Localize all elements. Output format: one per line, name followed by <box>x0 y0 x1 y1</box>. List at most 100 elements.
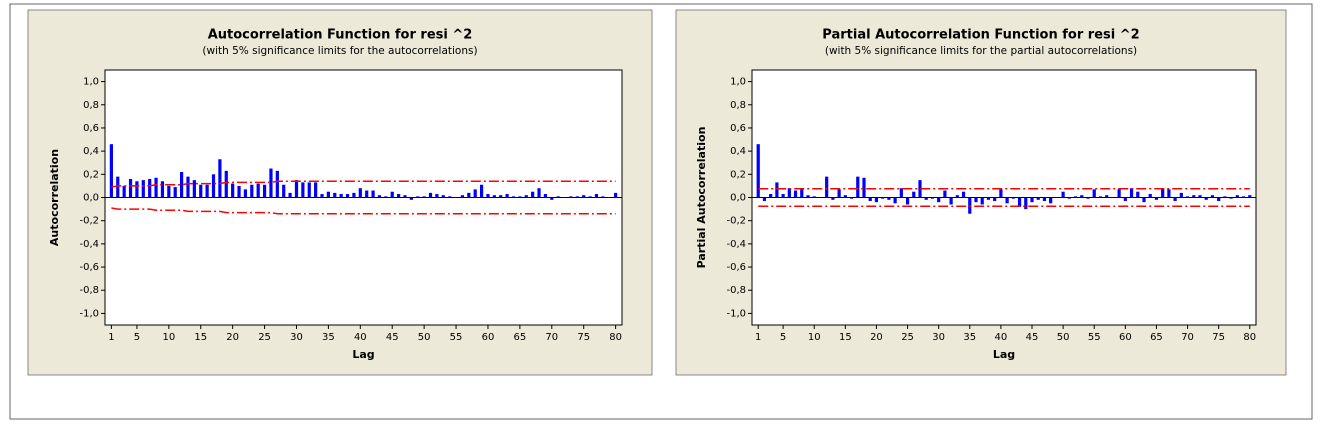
bar <box>179 172 184 198</box>
bar <box>1024 197 1028 210</box>
bar <box>454 197 458 198</box>
bar <box>511 196 516 198</box>
bar <box>154 177 158 198</box>
bar <box>294 180 299 198</box>
bar <box>199 184 203 198</box>
bar <box>588 196 592 198</box>
bar <box>403 195 407 198</box>
bar <box>243 189 248 198</box>
bar <box>397 194 401 198</box>
x-axis-label: Lag <box>352 348 374 361</box>
bar <box>1067 197 1071 199</box>
bar <box>1229 197 1233 199</box>
bar <box>339 194 343 198</box>
bar <box>849 197 854 199</box>
bar <box>569 196 573 198</box>
significance-limit <box>111 180 616 188</box>
bar <box>250 184 254 198</box>
bar <box>993 197 997 201</box>
y-tick-label: 0,2 <box>83 169 99 180</box>
y-tick-label: 0,4 <box>730 146 746 157</box>
x-tick-label: 25 <box>901 332 914 343</box>
bar <box>1049 197 1053 204</box>
x-tick-label: 10 <box>808 332 821 343</box>
bar <box>205 184 209 198</box>
bar <box>1248 195 1252 198</box>
bar <box>543 194 548 198</box>
bar <box>781 194 785 198</box>
y-tick-label: 0,8 <box>730 100 746 111</box>
bar <box>800 188 804 198</box>
bar <box>601 196 605 198</box>
bar <box>1011 197 1015 199</box>
bar <box>333 192 337 198</box>
bar <box>1061 191 1065 198</box>
x-tick-label: 30 <box>932 332 945 343</box>
x-tick-label: 60 <box>1119 332 1132 343</box>
bar <box>986 197 991 200</box>
y-tick-label: 1,0 <box>83 77 99 88</box>
bar <box>818 197 823 198</box>
bar <box>173 187 177 198</box>
chart-subtitle: (with 5% significance limits for the aut… <box>202 45 477 57</box>
bar <box>1136 191 1140 198</box>
bar <box>505 194 509 198</box>
bar <box>448 196 452 198</box>
y-tick-label: 0,8 <box>83 100 99 111</box>
bar <box>1161 188 1165 198</box>
bar <box>1142 197 1146 203</box>
bar <box>787 188 791 198</box>
y-tick-label: -0,4 <box>79 239 99 250</box>
y-tick-label: 0,6 <box>83 123 99 134</box>
bar <box>1036 197 1040 200</box>
x-tick-label: 1 <box>108 332 114 343</box>
bar <box>345 194 350 198</box>
bar <box>1154 197 1159 200</box>
bar <box>422 196 426 198</box>
bar <box>1042 197 1047 201</box>
bar <box>1030 197 1034 203</box>
bar <box>812 196 816 198</box>
y-tick-label: -0,2 <box>726 216 746 227</box>
bar <box>499 195 503 198</box>
x-tick-label: 40 <box>354 332 367 343</box>
bar <box>358 188 362 198</box>
bar <box>148 178 152 198</box>
bar <box>806 195 810 198</box>
bar <box>256 183 260 198</box>
bar <box>1223 196 1227 198</box>
x-tick-label: 50 <box>418 332 431 343</box>
bar <box>320 194 324 198</box>
bar <box>301 182 305 198</box>
bar <box>887 197 891 200</box>
bar <box>955 195 959 198</box>
bar <box>390 191 394 198</box>
bar <box>211 174 216 198</box>
bar <box>893 197 897 204</box>
bar <box>365 190 369 198</box>
bar <box>1117 189 1121 198</box>
bar <box>825 176 829 198</box>
bar <box>1055 197 1059 198</box>
bar <box>762 197 767 201</box>
bar <box>1173 197 1177 201</box>
x-tick-label: 55 <box>1088 332 1101 343</box>
x-tick-label: 30 <box>290 332 303 343</box>
bar <box>999 189 1003 198</box>
bar <box>116 176 120 198</box>
bar <box>307 182 311 198</box>
bar <box>1148 194 1152 198</box>
bar <box>905 197 910 205</box>
bar <box>918 180 922 198</box>
bar <box>594 194 599 198</box>
y-axis-label: Partial Autocorrelation <box>695 127 708 269</box>
x-tick-label: 80 <box>1243 332 1256 343</box>
bar <box>943 190 947 198</box>
bar <box>275 170 279 198</box>
x-tick-label: 40 <box>995 332 1008 343</box>
x-tick-label: 65 <box>514 332 527 343</box>
y-tick-label: 0,0 <box>730 193 746 204</box>
bar <box>231 183 235 198</box>
bar <box>288 192 292 198</box>
